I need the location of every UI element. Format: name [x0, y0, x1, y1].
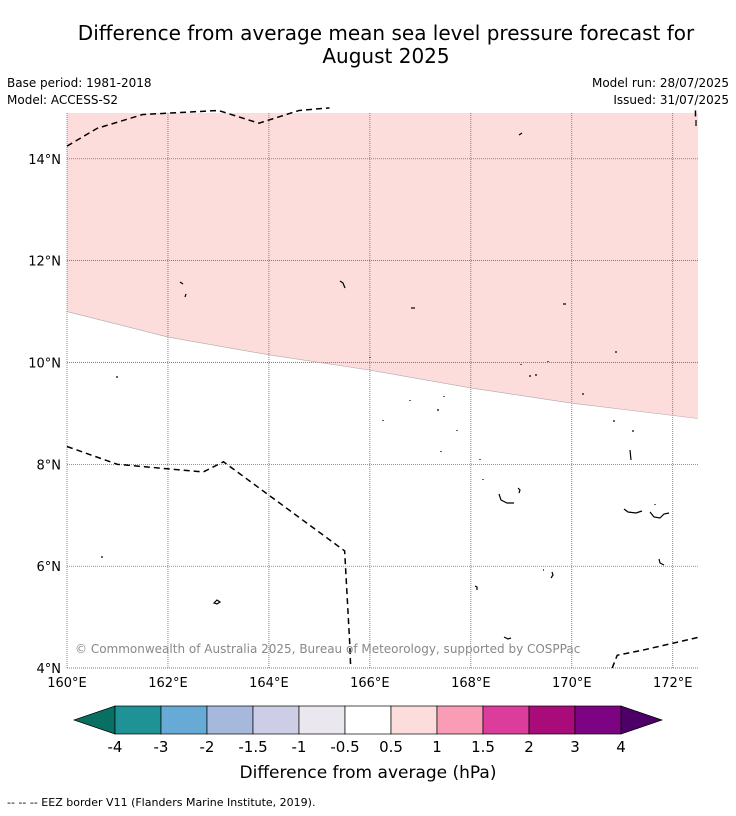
lat-tick-label: 4°N — [37, 662, 62, 677]
lon-tick-label: 164°E — [249, 676, 289, 691]
colorbar-segment — [574, 705, 622, 735]
colorbar-tick: 4 — [616, 738, 626, 756]
colorbar-tick: -3 — [154, 738, 169, 756]
colorbar-segment — [482, 705, 530, 735]
colorbar-tick: -0.5 — [330, 738, 359, 756]
meta-right: Model run: 28/07/2025 Issued: 31/07/2025 — [592, 75, 729, 109]
lat-tick-label: 10°N — [28, 356, 61, 371]
island — [474, 585, 478, 590]
colorbar-tick: 0.5 — [379, 738, 403, 756]
latitude-labels: 4°N 6°N 8°N 10°N 12°N 14°N — [28, 153, 61, 677]
base-period: Base period: 1981-2018 — [7, 76, 152, 90]
island — [339, 280, 346, 289]
lon-tick-label: 168°E — [451, 676, 491, 691]
colorbar-tick: -1 — [292, 738, 307, 756]
colorbar-segment — [206, 705, 254, 735]
lat-tick-label: 8°N — [37, 458, 62, 473]
model-run: Model run: 28/07/2025 — [591, 76, 729, 90]
lat-tick-label: 12°N — [28, 255, 61, 270]
model-name: Model: ACCESS-S2 — [7, 93, 119, 107]
colorbar-segment — [436, 705, 484, 735]
island — [503, 636, 512, 640]
island — [623, 504, 670, 519]
eez-border-line — [66, 107, 330, 147]
island — [382, 393, 584, 431]
island — [520, 361, 549, 377]
colorbar-tick: 2 — [524, 738, 534, 756]
longitude-labels: 160°E 162°E 164°E 166°E 168°E 170°E 172°E — [47, 676, 692, 691]
lon-tick-label: 172°E — [653, 676, 693, 691]
colorbar-tick: -1.5 — [238, 738, 267, 756]
issued-date: Issued: 31/07/2025 — [613, 93, 729, 107]
gridlines — [66, 113, 698, 669]
islands — [101, 120, 697, 640]
island — [658, 558, 665, 566]
lon-tick-label: 160°E — [47, 676, 87, 691]
colorbar-segment — [390, 705, 438, 735]
lat-tick-label: 6°N — [37, 560, 62, 575]
colorbar-tick-labels: -4 -3 -2 -1.5 -1 -0.5 0.5 1 1.5 2 3 4 — [108, 738, 626, 756]
island — [440, 451, 484, 480]
colorbar-tick: 1 — [432, 738, 442, 756]
meta-left: Base period: 1981-2018 Model: ACCESS-S2 — [7, 75, 152, 109]
island — [179, 281, 187, 298]
colorbar-segment — [160, 705, 208, 735]
colorbar-extend-high — [620, 705, 664, 735]
colorbar-segment — [298, 705, 346, 735]
island — [543, 569, 554, 579]
eez-border-line — [66, 445, 352, 669]
anomaly-region — [67, 113, 698, 419]
colorbar-segment — [252, 705, 300, 735]
lat-tick-label: 14°N — [28, 153, 61, 168]
chart-title: Difference from average mean sea level p… — [0, 22, 736, 68]
anomaly-boundary — [66, 311, 699, 419]
island — [613, 420, 634, 461]
island — [212, 599, 222, 605]
island — [498, 487, 521, 504]
colorbar-tick: -4 — [108, 738, 123, 756]
lon-tick-label: 166°E — [350, 676, 390, 691]
colorbar-tick: 1.5 — [471, 738, 495, 756]
eez-borders — [66, 107, 699, 669]
title-line-1: Difference from average mean sea level p… — [77, 21, 695, 45]
island — [518, 132, 523, 136]
colorbar-extend-low — [72, 705, 116, 735]
footer-note: -- -- -- EEZ border V11 (Flanders Marine… — [7, 796, 316, 809]
plot-area: © Commonwealth of Australia 2025, Bureau… — [66, 107, 699, 669]
colorbar-segment — [344, 705, 392, 735]
lon-tick-label: 170°E — [552, 676, 592, 691]
colorbar — [72, 705, 664, 735]
lon-tick-label: 162°E — [148, 676, 188, 691]
title-line-2: August 2025 — [322, 44, 450, 68]
colorbar-segment — [114, 705, 162, 735]
colorbar-tick: 3 — [570, 738, 580, 756]
colorbar-label: Difference from average (hPa) — [240, 763, 497, 783]
copyright-notice: © Commonwealth of Australia 2025, Bureau… — [75, 642, 580, 656]
colorbar-segment — [528, 705, 576, 735]
colorbar-tick: -2 — [200, 738, 215, 756]
